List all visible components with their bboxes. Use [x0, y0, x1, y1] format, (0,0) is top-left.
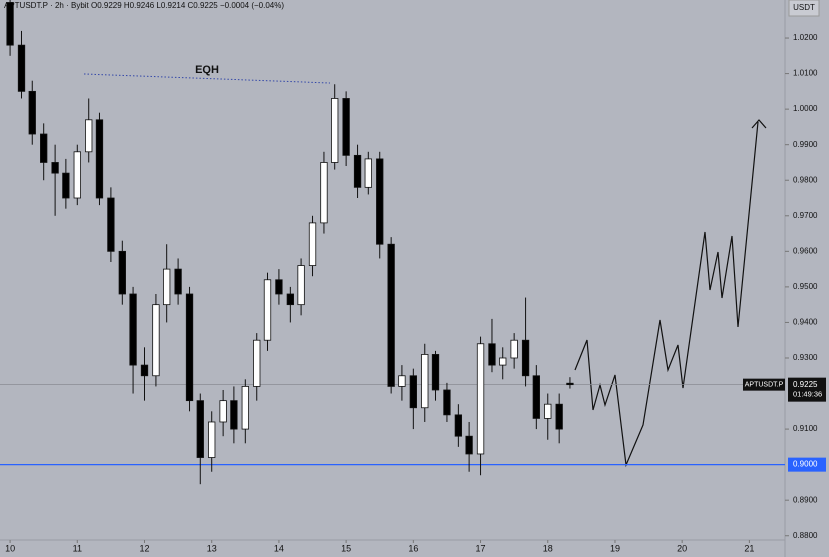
candle-body: [73, 151, 81, 199]
x-tick-label: 13: [207, 543, 217, 553]
x-tick-label: 14: [274, 543, 284, 553]
y-tick-label: 0.9600: [793, 246, 818, 255]
candle-body: [499, 357, 507, 366]
candle-body: [129, 293, 137, 366]
y-tick-label: 0.9800: [793, 175, 818, 184]
y-tick-label: 0.9500: [793, 282, 818, 291]
candle-body: [219, 400, 227, 423]
candle-body: [320, 162, 328, 224]
symbol-label: APTUSDT.P: [745, 381, 784, 388]
y-tick-label: 0.9400: [793, 318, 818, 327]
candle-body: [196, 400, 204, 458]
candle-body: [241, 386, 249, 430]
support-label-box: [788, 457, 826, 472]
candle-body: [443, 389, 451, 416]
candle-body: [454, 414, 463, 437]
candle-body: [253, 339, 261, 387]
candle-body: [297, 265, 305, 306]
candle-body: [51, 162, 59, 174]
candle-body: [174, 268, 182, 295]
candle-body: [62, 172, 70, 199]
x-tick-label: 12: [139, 543, 149, 553]
candle-body: [331, 98, 339, 163]
candle-body: [521, 339, 530, 377]
y-tick-label: 1.0100: [793, 69, 818, 78]
candle-body: [208, 421, 216, 458]
candle-body: [409, 375, 417, 409]
x-tick-label: 17: [476, 543, 486, 553]
candle-body: [476, 343, 485, 455]
candle-body: [532, 375, 540, 419]
candle-body: [465, 435, 473, 455]
symbol-box: [743, 378, 785, 391]
currency-box: [788, 0, 820, 17]
candle-body: [308, 222, 317, 266]
candle-body: [185, 293, 194, 402]
candle-body: [263, 279, 272, 341]
candle-body: [488, 343, 496, 366]
candle-body: [544, 403, 552, 419]
candle-body: [6, 2, 14, 46]
currency: USDT: [793, 3, 815, 12]
last-price-label: 0.9225: [793, 380, 818, 389]
candle-body: [376, 158, 384, 245]
candle-body: [85, 119, 93, 153]
y-tick-label: 0.9700: [793, 211, 818, 220]
candle-body: [510, 339, 518, 359]
candle-body: [163, 268, 171, 306]
x-tick-label: 11: [73, 543, 82, 553]
x-tick-label: 20: [677, 543, 687, 553]
candle-body: [230, 400, 238, 430]
candle-body: [398, 375, 406, 387]
y-tick-label: 0.9300: [793, 353, 818, 362]
candle-body: [275, 279, 283, 295]
candle-body: [286, 293, 294, 306]
candle-body: [95, 119, 104, 199]
x-tick-label: 18: [543, 543, 553, 553]
y-tick-label: 0.8900: [793, 495, 818, 504]
support-label: 0.9000: [793, 460, 818, 469]
x-tick-label: 16: [408, 543, 418, 553]
candle-body: [353, 154, 362, 188]
header: APTUSDT.P · 2h · Bybit O0.9229 H0.9246 L…: [4, 1, 284, 10]
y-tick-label: 0.9100: [793, 424, 818, 433]
eqh-line: [83, 73, 331, 84]
countdown-label: 01:49:36: [793, 390, 822, 399]
x-tick-label: 10: [5, 543, 15, 553]
y-tick-label: 1.0200: [793, 33, 818, 42]
x-tick-label: 15: [341, 543, 351, 553]
candle-body: [431, 354, 440, 391]
eqh-label: EQH: [195, 64, 219, 76]
candle-body: [28, 90, 36, 135]
last-price-box: [788, 377, 826, 402]
candle-body: [421, 354, 429, 409]
y-tick-label: 0.9900: [793, 140, 818, 149]
x-tick-label: 19: [610, 543, 620, 553]
candle-body: [566, 382, 574, 386]
candle-body: [387, 243, 395, 387]
candle-body: [152, 304, 160, 377]
projection-arrowhead: [751, 119, 767, 129]
candle-body: [40, 133, 48, 163]
candle-body: [140, 364, 149, 377]
x-tick-label: 21: [744, 543, 754, 553]
candle-body: [555, 403, 563, 430]
candle-body: [342, 98, 350, 156]
candle-body: [364, 158, 372, 188]
candle-body: [118, 250, 126, 295]
y-tick-label: 1.0000: [793, 104, 818, 113]
candle-body: [17, 44, 26, 92]
y-tick-label: 0.8800: [793, 531, 818, 540]
candle-body: [107, 197, 115, 252]
